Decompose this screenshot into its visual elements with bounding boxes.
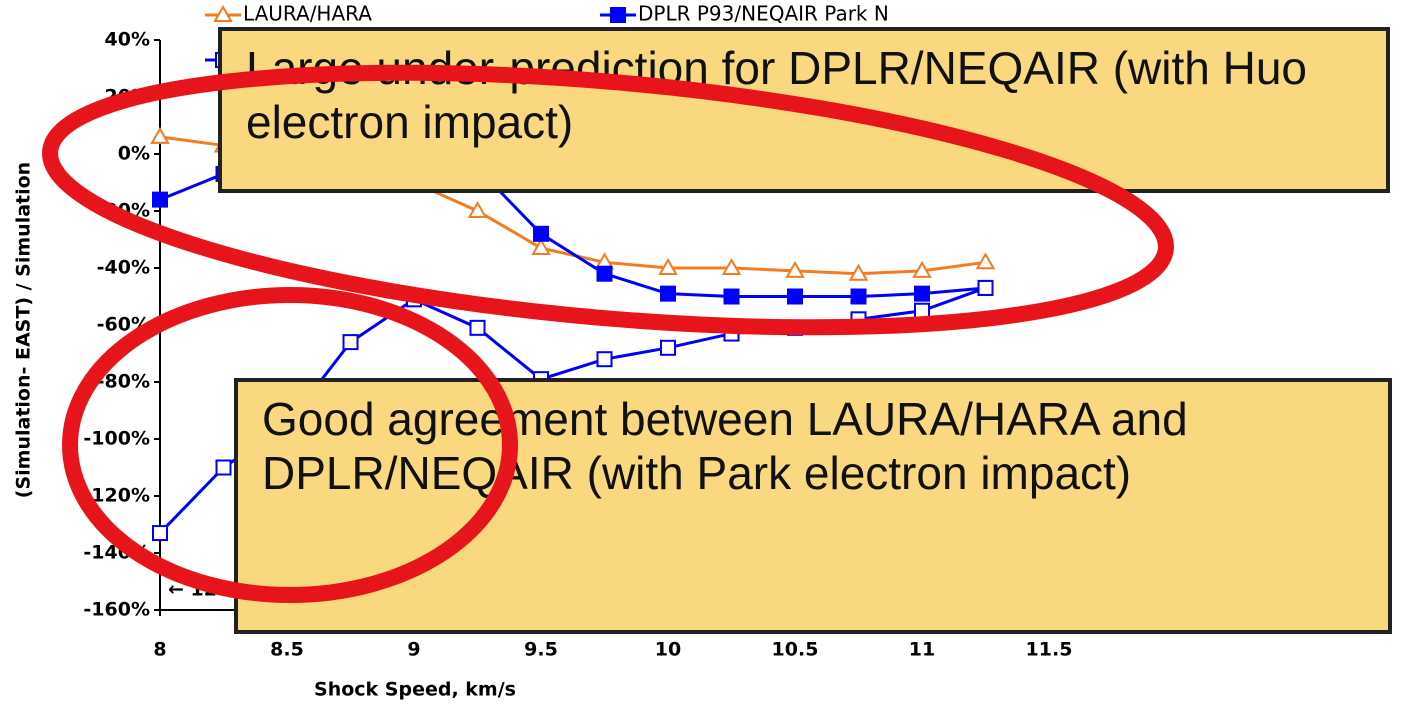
y-tick-label: -120% xyxy=(83,485,150,507)
data-point xyxy=(850,288,867,305)
x-tick-label: 11.5 xyxy=(1026,639,1073,661)
x-tick-label: 8 xyxy=(153,639,166,661)
y-tick-label: -100% xyxy=(83,428,150,450)
x-tick-label: 10 xyxy=(655,639,681,661)
data-point xyxy=(914,285,930,302)
data-point xyxy=(787,319,803,336)
annotation-box: Large under-prediction for DPLR/NEQAIR (… xyxy=(218,27,1390,193)
data-point xyxy=(342,334,359,351)
legend-marker xyxy=(610,7,626,23)
data-point xyxy=(596,265,613,282)
legend-marker xyxy=(213,4,233,22)
data-point xyxy=(850,311,867,328)
x-axis-label: Shock Speed, km/s xyxy=(314,679,516,701)
data-point xyxy=(152,525,168,542)
data-point xyxy=(531,238,551,256)
y-tick-label: -40% xyxy=(97,257,150,279)
y-tick-label: -60% xyxy=(97,314,150,336)
annotation: ← 12 xyxy=(168,579,217,601)
x-tick-label: 9.5 xyxy=(524,639,558,661)
x-tick-label: 11 xyxy=(909,639,935,661)
data-point xyxy=(469,319,486,336)
legend-label: DPLR P93/NEQAIR Park N xyxy=(638,2,889,26)
data-point xyxy=(723,325,740,342)
y-tick-label: -80% xyxy=(97,371,150,393)
data-point xyxy=(723,288,740,305)
data-point xyxy=(406,291,422,308)
y-tick-label: -140% xyxy=(83,542,150,564)
y-tick-label: 40% xyxy=(105,29,150,51)
data-point xyxy=(660,339,676,356)
data-point xyxy=(596,351,613,368)
data-point xyxy=(977,279,994,296)
data-point xyxy=(215,459,232,476)
y-tick-label: -160% xyxy=(83,599,150,621)
data-point xyxy=(787,288,803,305)
data-point xyxy=(533,225,549,242)
legend-label: LAURA/HARA xyxy=(243,2,372,26)
y-tick-label: 0% xyxy=(118,143,150,165)
x-tick-label: 10.5 xyxy=(772,639,819,661)
x-tick-label: 9 xyxy=(407,639,420,661)
y-tick-label: -20% xyxy=(97,200,150,222)
data-point xyxy=(660,285,676,302)
annotation-box: Good agreement between LAURA/HARA and DP… xyxy=(234,378,1392,634)
x-tick-label: 8.5 xyxy=(270,639,304,661)
y-axis-label: (Simulation- EAST) / Simulation xyxy=(13,162,35,498)
data-point xyxy=(914,302,930,319)
data-point xyxy=(152,191,168,208)
y-tick-label: 20% xyxy=(105,86,150,108)
data-point xyxy=(975,252,996,270)
data-point xyxy=(150,126,170,144)
